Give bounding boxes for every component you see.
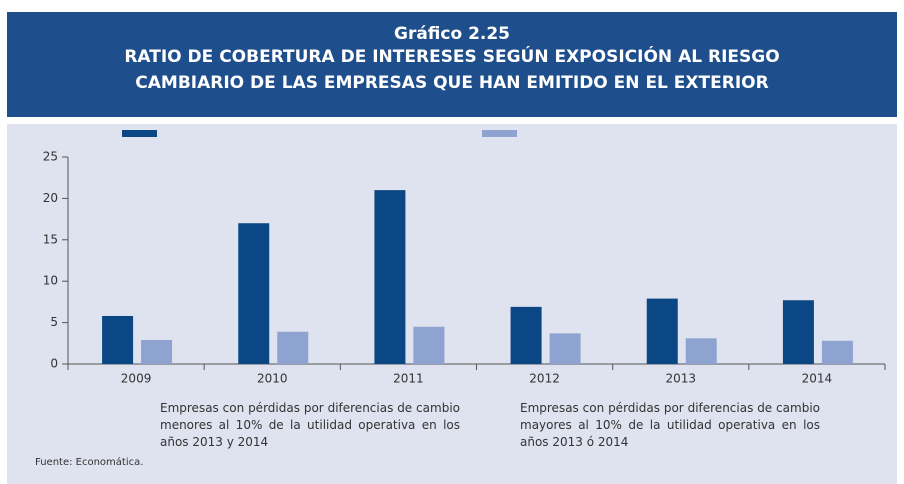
bar	[374, 190, 406, 364]
bar	[821, 340, 853, 364]
bar	[277, 331, 309, 364]
title-line: CAMBIARIO DE LAS EMPRESAS QUE HAN EMITID…	[135, 73, 769, 93]
bar	[646, 298, 678, 364]
legend-swatch	[482, 130, 517, 137]
y-tick-label: 5	[50, 315, 58, 329]
y-tick-label: 20	[43, 191, 58, 205]
bar	[510, 306, 542, 364]
bar	[238, 223, 270, 364]
bar	[782, 300, 814, 364]
legend-entry: Empresas con pérdidas por diferencias de…	[520, 401, 820, 449]
bar	[685, 338, 717, 364]
bar	[141, 339, 173, 364]
bar	[413, 326, 445, 364]
legend-swatch	[122, 130, 157, 137]
y-tick-label: 0	[50, 357, 58, 371]
y-tick-label: 15	[43, 232, 58, 246]
bar	[102, 315, 134, 364]
x-tick-label: 2014	[802, 372, 833, 386]
header: Gráfico 2.25 RATIO DE COBERTURA DE INTER…	[7, 12, 897, 117]
x-tick-label: 2013	[665, 372, 696, 386]
x-tick-label: 2010	[257, 372, 288, 386]
bar	[549, 333, 581, 364]
legend-entry: Empresas con pérdidas por diferencias de…	[160, 401, 460, 449]
x-tick-label: 2011	[393, 372, 424, 386]
title-line: RATIO DE COBERTURA DE INTERESES SEGÚN EX…	[124, 47, 780, 67]
heading: Gráfico 2.25	[393, 24, 511, 44]
chart-area: 0 5 10 15 20 25 2009 2010 2011 2012 2013 2014 Empre…	[7, 124, 897, 484]
y-tick-label: 10	[43, 274, 58, 288]
x-tick-label: 2009	[121, 372, 152, 386]
source: Fuente: Economática.	[35, 457, 144, 468]
x-tick-label: 2012	[529, 372, 560, 386]
chart: 0 5 10 15 20 25 2009 2010 2011 2012 2013 2014	[43, 150, 886, 386]
y-tick-label: 25	[43, 150, 58, 164]
